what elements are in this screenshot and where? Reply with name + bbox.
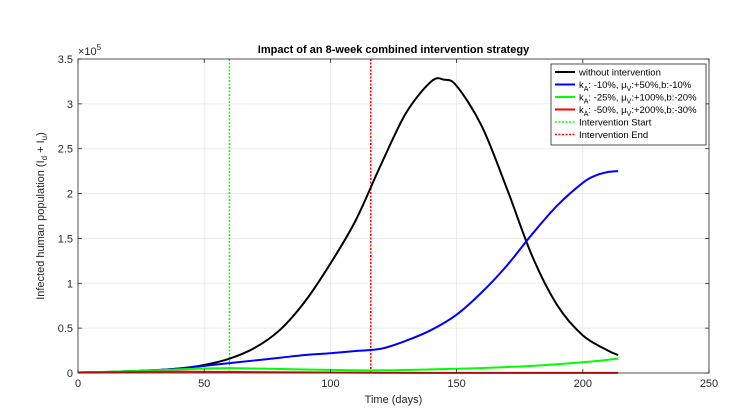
x-tick-label: 150 [447, 378, 465, 390]
y-axis-label-sub-d: d [40, 156, 49, 160]
legend-entry-green: kA: -25%, μV:+100%,b:-20% [579, 93, 697, 106]
y-exponent-label: ×105 [78, 43, 102, 58]
legend-entry-intervention-end: Intervention End [579, 130, 648, 141]
legend-entry-red: kA: -50%, μV:+200%,b:-30% [579, 105, 697, 118]
x-tick-label: 50 [198, 378, 210, 390]
x-axis-label: Time (days) [365, 394, 423, 406]
y-axis-label-close: ) [35, 132, 47, 136]
y-axis-label: Infected human population (Id + Iu) [35, 132, 49, 300]
y-exponent-base: ×10 [78, 46, 97, 58]
x-tick-label: 100 [321, 378, 339, 390]
legend-entry-intervention-start: Intervention Start [579, 118, 652, 129]
legend: without intervention kA: -10%, μV:+50%,b… [550, 63, 707, 146]
y-tick-label: 2 [67, 189, 73, 201]
y-tick-label: 3 [67, 99, 73, 111]
plot-border [77, 58, 710, 374]
legend-entry-blue: kA: -10%, μV:+50%,b:-10% [579, 80, 692, 93]
legend-box [550, 63, 707, 146]
legend-entry-without-intervention: without intervention [578, 68, 661, 79]
x-tick-label: 250 [700, 378, 718, 390]
y-tick-label: 1.5 [58, 233, 73, 245]
series-line-green [77, 357, 619, 374]
x-tick-label: 0 [75, 378, 81, 390]
axis-ticks: 0 50 100 150 200 250 0 0.5 1 1.5 2 2.5 3 3.5 [58, 54, 718, 390]
y-axis-label-plus: + I [35, 140, 47, 156]
y-tick-label: 0.5 [58, 323, 73, 335]
y-tick-label: 2.5 [58, 144, 73, 156]
y-axis-label-sub-u: u [40, 136, 49, 140]
y-axis-label-main: Infected human population (I [35, 160, 47, 299]
y-tick-label: 1 [67, 278, 73, 290]
y-exponent-power: 5 [97, 43, 102, 52]
y-tick-label: 3.5 [58, 54, 73, 66]
chart-title: Impact of an 8-week combined interventio… [258, 44, 530, 56]
y-tick-label: 0 [67, 368, 73, 380]
x-tick-label: 200 [574, 378, 592, 390]
